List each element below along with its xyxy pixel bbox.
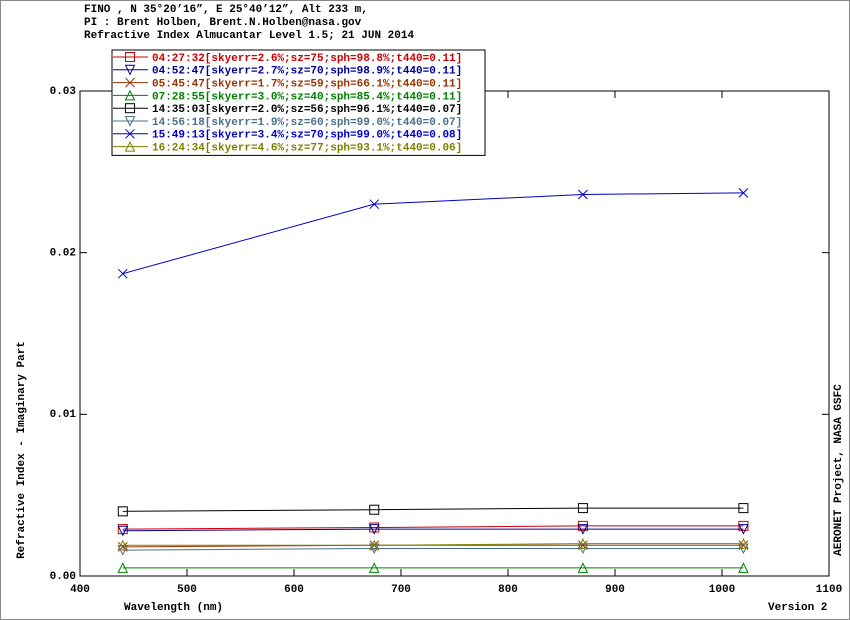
legend-label: 07:28:55[skyerr=3.0%;sz=40;sph=85.4%;t44… <box>152 91 462 103</box>
y-tick-label: 0.01 <box>50 409 77 421</box>
marker <box>578 189 588 200</box>
marker <box>738 524 749 535</box>
series-line <box>122 525 744 530</box>
side-note: AERONET Project, NASA GSFC <box>833 384 845 556</box>
x-tick-label: 600 <box>284 584 304 596</box>
y-axis-label: Refractive Index - Imaginary Part <box>16 341 28 559</box>
legend-label: 05:45:47[skyerr=1.7%;sz=59;sph=66.1%;t44… <box>152 79 462 91</box>
marker <box>125 77 135 88</box>
marker <box>738 520 749 531</box>
marker <box>577 538 589 549</box>
marker <box>117 525 129 537</box>
legend-label: 15:49:13[skyerr=3.4%;sz=70;sph=99.0%;t44… <box>152 130 462 142</box>
series-line <box>122 548 744 551</box>
marker <box>369 522 380 533</box>
title-line: PI : Brent Holben, Brent.N.Holben@nasa.g… <box>84 17 362 29</box>
x-tick-label: 1000 <box>709 584 735 596</box>
legend-label: 16:24:34[skyerr=4.6%;sz=77;sph=93.1%;t44… <box>152 143 462 155</box>
marker <box>369 504 380 515</box>
marker <box>117 562 129 573</box>
marker <box>124 89 136 101</box>
legend-label: 04:27:32[skyerr=2.6%;sz=75;sph=98.8%;t44… <box>152 53 462 65</box>
series-line <box>122 507 744 512</box>
x-tick-label: 700 <box>391 584 411 596</box>
marker <box>117 268 128 279</box>
marker <box>117 524 128 535</box>
marker <box>124 140 136 152</box>
marker <box>738 503 749 514</box>
marker <box>738 562 749 573</box>
x-tick-label: 800 <box>498 584 518 596</box>
series-line <box>122 543 744 546</box>
legend-label: 04:52:47[skyerr=2.7%;sz=70;sph=98.9%;t44… <box>152 66 462 78</box>
x-tick-label: 500 <box>177 584 197 596</box>
marker <box>117 539 129 551</box>
x-axis-label: Wavelength (nm) <box>124 602 223 614</box>
x-tick-label: 900 <box>605 584 625 596</box>
y-tick-label: 0.03 <box>50 86 77 98</box>
marker <box>577 503 588 514</box>
legend-label: 14:56:18[skyerr=1.9%;sz=60;sph=99.0%;t44… <box>152 117 462 129</box>
title-line: FINO , N 35°20’16”, E 25°40’12”, Alt 233… <box>84 4 368 16</box>
x-tick-label: 1100 <box>816 584 842 596</box>
y-tick-label: 0.00 <box>50 571 76 583</box>
y-tick-label: 0.02 <box>50 248 76 260</box>
marker <box>368 562 380 573</box>
marker <box>738 187 749 198</box>
title-line: Refractive Index Almucantar Level 1.5; 2… <box>84 30 414 42</box>
marker <box>125 128 135 139</box>
marker <box>577 524 589 535</box>
marker <box>125 103 135 114</box>
legend-label: 14:35:03[skyerr=2.0%;sz=56;sph=96.1%;t44… <box>152 104 462 116</box>
marker <box>124 116 136 127</box>
marker <box>369 199 380 210</box>
series-line <box>122 544 744 548</box>
series-line <box>122 192 744 275</box>
marker <box>368 539 380 551</box>
series-line <box>122 528 744 532</box>
marker <box>577 520 588 531</box>
legend-box <box>111 49 486 156</box>
marker <box>577 562 589 573</box>
marker <box>368 524 380 535</box>
marker <box>117 506 128 517</box>
marker <box>124 64 136 76</box>
x-tick-label: 400 <box>70 584 90 596</box>
marker <box>368 543 380 555</box>
marker <box>125 52 135 62</box>
version-note: Version 2 <box>768 602 827 614</box>
marker <box>738 538 749 549</box>
